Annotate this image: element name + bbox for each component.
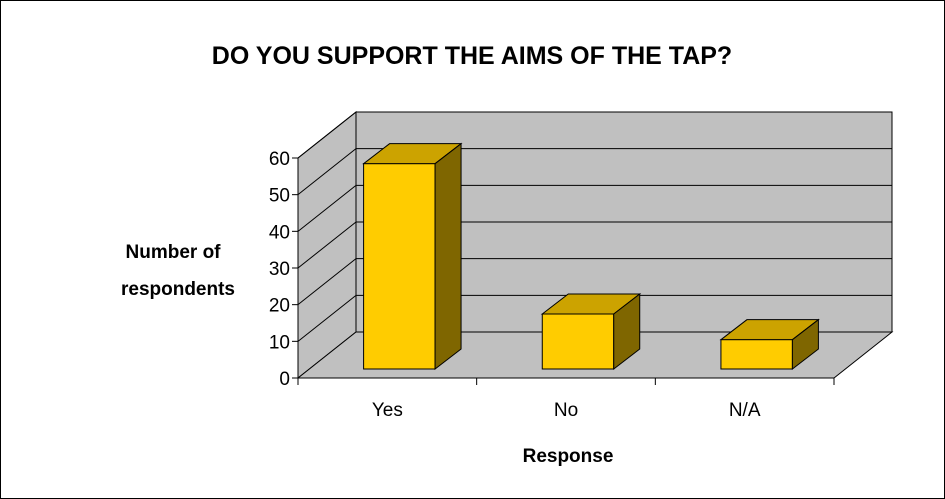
- y-tick-label: 0: [279, 369, 290, 390]
- bar-yes: [362, 142, 463, 371]
- gridline-side: [297, 294, 357, 342]
- y-tick-label: 40: [269, 222, 290, 243]
- x-tick-label: Yes: [372, 400, 403, 421]
- y-tick-label: 30: [269, 259, 290, 280]
- bar-side: [791, 318, 819, 371]
- gridline-side: [297, 221, 357, 269]
- y-axis-title-line-1: Number of: [126, 242, 222, 263]
- bar-side: [613, 292, 641, 371]
- gridline-side: [297, 111, 357, 159]
- x-tick-label: N/A: [729, 400, 761, 421]
- y-tick-label: 50: [269, 186, 290, 207]
- bar-front: [720, 339, 793, 370]
- gridline-side: [297, 184, 357, 232]
- bars: [362, 142, 820, 371]
- bar-front: [541, 313, 615, 370]
- bar-no: [540, 292, 642, 371]
- y-axis-title-line-2: respondents: [121, 279, 235, 300]
- x-axis-ticks: Yes No N/A: [297, 378, 835, 421]
- chart-title: DO YOU SUPPORT THE AIMS OF THE TAP?: [212, 42, 732, 70]
- y-axis-ticks: 0 10 20 30 40 50 60: [269, 149, 298, 390]
- bar-side: [434, 142, 462, 371]
- y-tick-label: 10: [269, 332, 290, 353]
- gridline-side: [297, 258, 357, 306]
- bar-front: [363, 163, 436, 370]
- x-tick-label: No: [554, 400, 578, 421]
- x-axis-title: Response: [523, 446, 614, 467]
- y-tick-label: 60: [269, 149, 290, 170]
- gridline-side: [297, 148, 357, 196]
- y-tick-label: 20: [269, 296, 290, 317]
- bar-n-a: [719, 318, 820, 371]
